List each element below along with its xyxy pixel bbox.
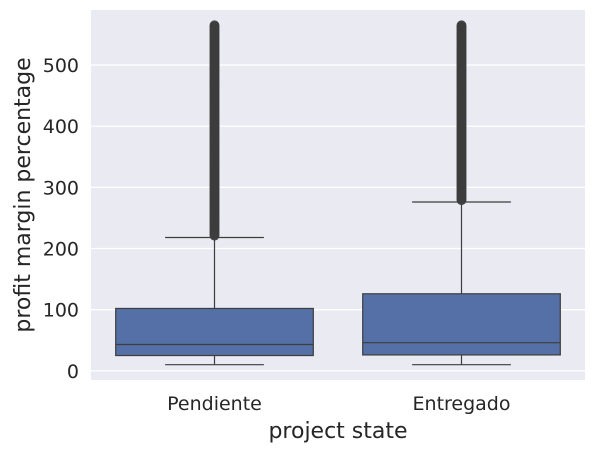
y-tick-label: 400 bbox=[43, 116, 79, 138]
boxes bbox=[115, 20, 561, 366]
y-tick-label: 500 bbox=[43, 55, 79, 77]
box-pendiente bbox=[115, 20, 314, 366]
y-tick-label: 300 bbox=[43, 177, 79, 199]
x-axis-label: project state bbox=[268, 419, 407, 444]
box-entregado bbox=[362, 20, 561, 366]
y-axis-ticks: 0 100 200 300 400 500 bbox=[43, 55, 79, 383]
iqr-box bbox=[115, 307, 314, 357]
x-tick-label: Pendiente bbox=[167, 393, 262, 415]
y-tick-label: 0 bbox=[67, 361, 79, 383]
y-tick-label: 200 bbox=[43, 239, 79, 261]
x-axis-ticks: Pendiente Entregado bbox=[167, 393, 510, 415]
iqr-box bbox=[362, 293, 561, 356]
x-tick-label: Entregado bbox=[413, 393, 511, 415]
y-axis-label: profit margin percentage bbox=[11, 57, 36, 332]
y-tick-label: 100 bbox=[43, 300, 79, 322]
